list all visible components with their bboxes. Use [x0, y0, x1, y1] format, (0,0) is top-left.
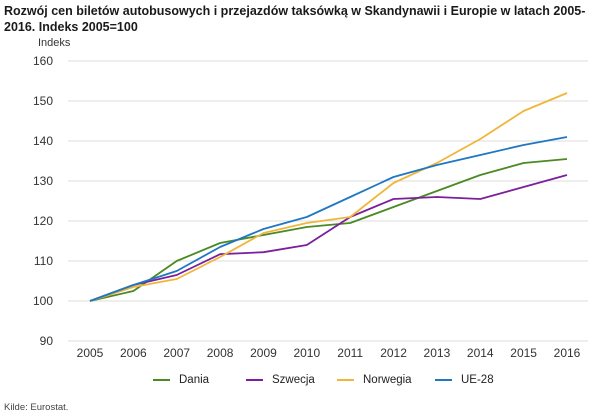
series-line-ue-28 [89, 136, 568, 302]
legend-swatch [153, 379, 170, 381]
x-tick-label: 2011 [337, 346, 363, 360]
legend-swatch [435, 379, 452, 381]
legend-label: Dania [179, 374, 210, 386]
x-tick-label: 2005 [77, 346, 104, 360]
y-tick-label: 120 [33, 214, 53, 228]
legend-label: Norwegia [363, 374, 412, 386]
source-note: Kilde: Eurostat. [4, 402, 69, 413]
x-tick-label: 2009 [250, 346, 277, 360]
x-tick-label: 2015 [510, 346, 537, 360]
legend-item-ue-28: UE-28 [435, 374, 494, 386]
legend-item-dania: Dania [153, 374, 209, 386]
x-tick-label: 2007 [163, 346, 190, 360]
x-tick-label: 2013 [424, 346, 451, 360]
y-tick-label: 130 [33, 174, 53, 188]
y-tick-label: 100 [33, 294, 53, 308]
y-tick-labels: 90 100 110 120 130 140 150 160 [33, 54, 53, 348]
x-tick-label: 2008 [207, 346, 234, 360]
x-tick-label: 2014 [467, 346, 494, 360]
line-chart: 90 100 110 120 130 140 150 160 2005 2006 2007 2008… [33, 54, 588, 360]
x-tick-label: 2012 [380, 346, 407, 360]
x-tick-label: 2010 [293, 346, 320, 360]
x-tick-label: 2006 [120, 346, 147, 360]
chart-title: Rozwój cen biletów autobusowych i przeja… [4, 4, 586, 34]
legend-label: Szwecja [272, 374, 315, 386]
y-axis-label: Indeks [38, 37, 71, 49]
gridlines [68, 60, 588, 342]
legend-item-norwegia: Norwegia [337, 374, 412, 386]
legend-swatch [337, 379, 354, 381]
x-tick-label: 2016 [554, 346, 581, 360]
legend: Dania Szwecja Norwegia UE-28 [0, 374, 599, 394]
legend-swatch [246, 379, 263, 381]
y-tick-label: 140 [33, 134, 53, 148]
x-tick-labels: 2005 2006 2007 2008 2009 2010 2011 2012 2013 2014… [77, 346, 581, 360]
legend-label: UE-28 [461, 374, 494, 386]
series-line-szwecja [89, 174, 568, 302]
series-line-dania [89, 158, 568, 302]
series-line-norwegia [89, 92, 568, 302]
y-tick-label: 90 [40, 334, 54, 348]
y-tick-label: 160 [33, 54, 53, 68]
legend-item-szwecja: Szwecja [246, 374, 315, 386]
series-lines [89, 92, 568, 302]
y-tick-label: 150 [33, 94, 53, 108]
y-tick-label: 110 [34, 254, 53, 268]
